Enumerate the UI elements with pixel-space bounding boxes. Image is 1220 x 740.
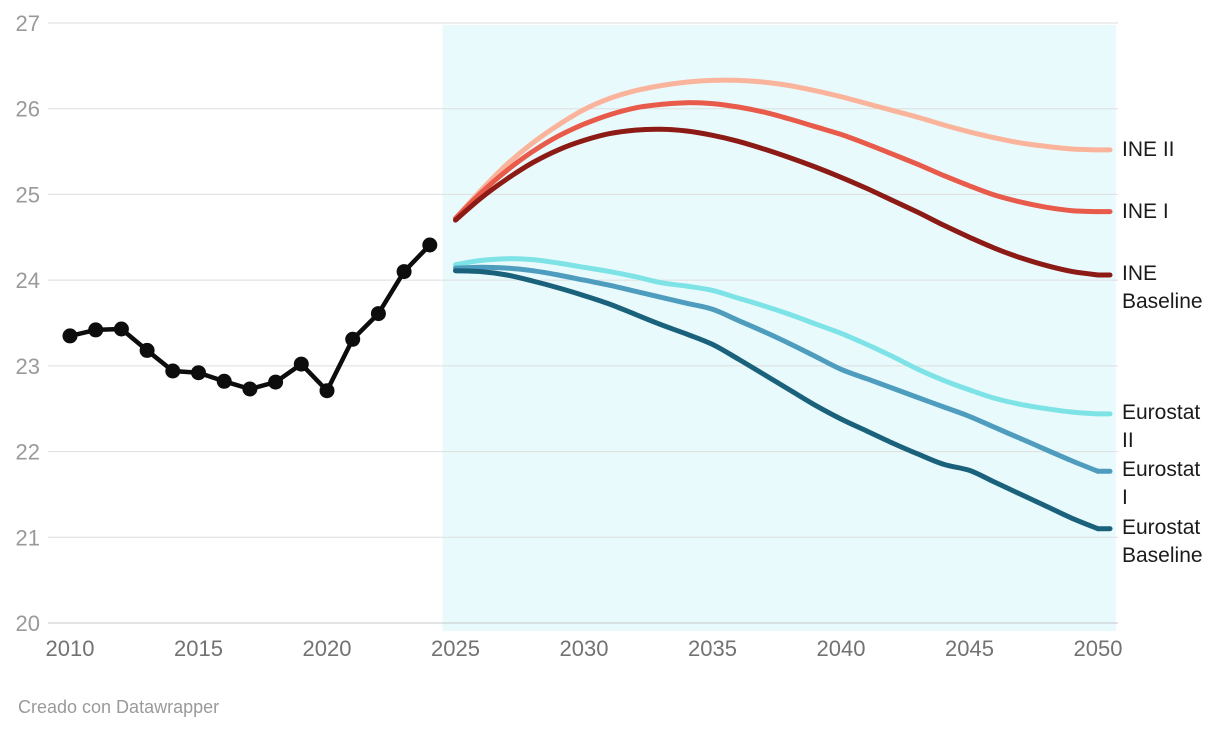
x-tick-label: 2035 (688, 636, 737, 661)
series-label-ine-ii: INE II (1122, 137, 1175, 161)
series-line-eurostat-ii (453, 256, 1101, 417)
series-label-eurostat-baseline: Eurostat Baseline (1122, 515, 1203, 567)
y-tick-label: 26 (16, 97, 40, 122)
series-line-eurostat-i (453, 264, 1101, 474)
series-label-ine-baseline: INE Baseline (1122, 262, 1203, 313)
y-tick-label: 24 (16, 268, 40, 293)
y-tick-label: 25 (16, 182, 40, 207)
y-tick-label: 20 (16, 611, 40, 636)
data-point-historical (268, 374, 284, 390)
series-line-ine-baseline (453, 126, 1101, 278)
x-tick-label: 2050 (1074, 636, 1123, 661)
data-point-historical (370, 306, 386, 322)
y-tick-label: 23 (16, 354, 40, 379)
series-label-ine-i: INE I (1122, 199, 1169, 223)
data-point-historical (113, 321, 129, 337)
x-tick-label: 2045 (945, 636, 994, 661)
series-line-ine-ii (453, 77, 1101, 221)
data-point-historical (319, 383, 335, 399)
datawrapper-credit: Creado con Datawrapper (18, 697, 220, 717)
y-tick-label: 21 (16, 525, 40, 550)
data-point-historical (242, 381, 258, 397)
x-tick-label: 2025 (431, 636, 480, 661)
data-point-historical (191, 365, 206, 381)
x-tick-label: 2010 (46, 636, 95, 661)
x-tick-label: 2030 (560, 636, 609, 661)
y-tick-label: 27 (16, 11, 40, 36)
series-line-eurostat-baseline (453, 268, 1101, 532)
series-line-ine-i (453, 100, 1101, 221)
x-tick-label: 2040 (817, 636, 866, 661)
x-tick-label: 2020 (303, 636, 352, 661)
data-point-historical (139, 342, 155, 358)
data-point-historical (345, 331, 361, 347)
data-point-historical (216, 373, 232, 389)
data-point-historical (396, 264, 412, 280)
data-point-historical (62, 328, 78, 344)
y-tick-label: 22 (16, 440, 40, 465)
data-point-historical (88, 322, 104, 338)
data-point-historical (165, 363, 181, 379)
x-tick-label: 2015 (174, 636, 223, 661)
data-point-historical (422, 237, 438, 253)
series-label-eurostat-i: Eurostat I (1122, 458, 1201, 510)
data-point-historical (293, 356, 309, 372)
series-label-eurostat-ii: Eurostat II (1122, 400, 1201, 452)
